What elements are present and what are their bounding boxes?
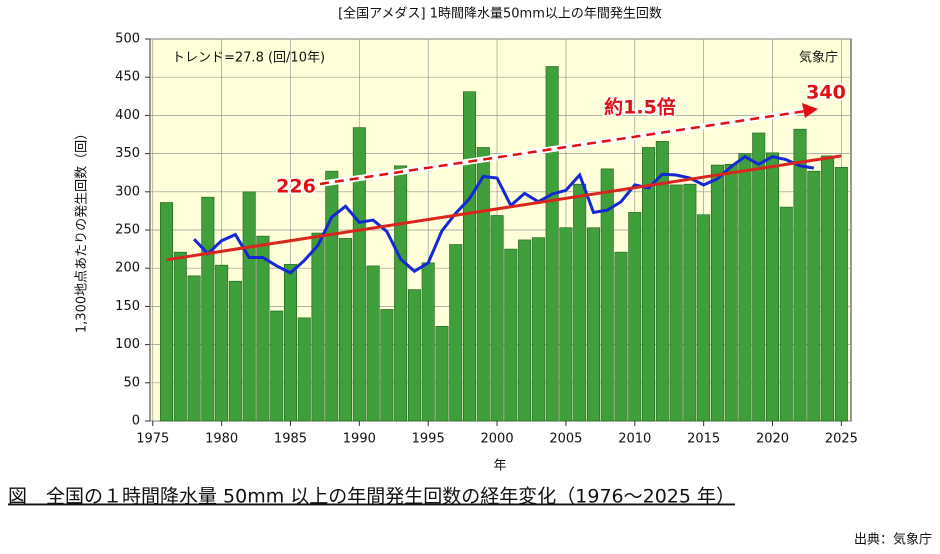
x-tick-label: 1985	[274, 432, 307, 447]
bar	[311, 232, 325, 422]
bar	[531, 237, 545, 422]
trend-text: トレンド=27.8 (回/10年)	[172, 51, 325, 66]
arrow	[319, 109, 807, 186]
bar	[752, 132, 766, 422]
y-tick-label: 250	[115, 223, 140, 238]
end-label: 340	[806, 82, 846, 104]
source: 出典：気象庁	[854, 532, 932, 548]
bar	[490, 215, 504, 422]
y-axis-label: 1,300地点あたりの発生回数（回）	[75, 127, 90, 333]
bar	[724, 163, 738, 422]
y-tick-label: 0	[132, 414, 140, 429]
bar	[834, 167, 848, 422]
bar	[476, 147, 490, 422]
x-axis-label: 年	[493, 459, 506, 474]
bar	[669, 184, 683, 422]
bar	[228, 280, 242, 422]
x-tick-label: 1980	[205, 432, 238, 447]
agency: 気象庁	[799, 50, 838, 66]
caption: 図 全国の１時間降水量 50mm 以上の年間発生回数の経年変化（1976～202…	[8, 486, 735, 508]
y-tick-label: 350	[115, 146, 140, 161]
x-tick-label: 2020	[756, 432, 789, 447]
bar	[187, 275, 201, 422]
y-tick-label: 500	[115, 32, 140, 47]
bar	[545, 66, 559, 422]
bar	[242, 191, 256, 422]
bar	[339, 238, 353, 422]
bar	[655, 141, 669, 422]
bar	[407, 289, 421, 422]
y-tick-label: 50	[123, 375, 140, 390]
bar	[793, 128, 807, 422]
x-tick-label: 2025	[825, 432, 858, 447]
bar	[821, 155, 835, 422]
y-tick-label: 400	[115, 108, 140, 123]
bar	[297, 317, 311, 422]
bar	[173, 251, 187, 422]
bar	[256, 235, 270, 422]
bar	[683, 183, 697, 422]
bar	[325, 170, 339, 422]
x-tick-label: 1990	[343, 432, 376, 447]
bar	[394, 165, 408, 422]
bar	[366, 265, 380, 422]
line	[166, 154, 842, 262]
start-label: 226	[276, 176, 316, 198]
x-tick-label: 1975	[136, 432, 169, 447]
bar	[160, 202, 174, 422]
bar	[518, 239, 532, 422]
bar	[614, 251, 628, 422]
bar	[352, 127, 366, 422]
bar	[504, 248, 518, 422]
bar	[283, 264, 297, 422]
bar	[779, 206, 793, 422]
bar	[697, 214, 711, 422]
ratio-label: 約1.5倍	[604, 96, 676, 119]
bar	[586, 227, 600, 422]
bar	[421, 262, 435, 422]
bar	[270, 310, 284, 422]
bar	[463, 91, 477, 422]
y-tick-label: 150	[115, 299, 140, 314]
x-tick-label: 1995	[412, 432, 445, 447]
y-tick-label: 450	[115, 70, 140, 85]
bar	[449, 244, 463, 422]
y-tick-label: 200	[115, 261, 140, 276]
bar	[766, 152, 779, 422]
bar	[807, 170, 821, 422]
x-tick-label: 2010	[618, 432, 651, 447]
y-tick-label: 100	[115, 337, 140, 352]
y-tick-label: 300	[115, 184, 140, 199]
x-tick-label: 2000	[481, 432, 514, 447]
bar	[628, 212, 642, 422]
bar	[559, 227, 573, 422]
line	[192, 154, 815, 275]
bar	[573, 183, 587, 422]
bar	[710, 164, 724, 422]
bar	[435, 325, 449, 422]
x-tick-label: 2015	[687, 432, 720, 447]
bar	[600, 168, 614, 422]
bar	[642, 147, 656, 422]
bar	[738, 153, 752, 422]
bar	[201, 196, 215, 422]
chart-title: [全国アメダス] 1時間降水量50mm以上の年間発生回数	[338, 6, 662, 22]
layer	[150, 38, 851, 422]
bar	[380, 309, 394, 422]
x-tick-label: 2005	[549, 432, 582, 447]
arrow-head	[802, 103, 818, 118]
bar	[215, 264, 229, 422]
